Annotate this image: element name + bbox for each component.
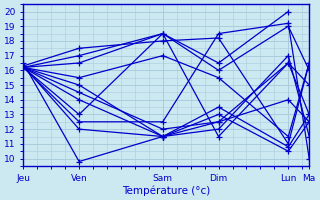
X-axis label: Température (°c): Température (°c) [122,185,210,196]
